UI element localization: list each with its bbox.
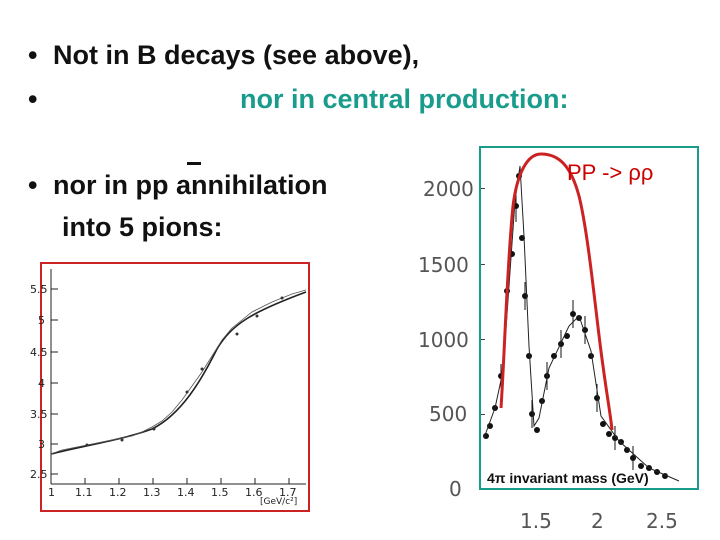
left-ytick-label: 2.5 <box>30 468 48 481</box>
left-xtick-label: 1.7 <box>279 486 297 499</box>
left-plot-frame: 5.5 5 4.5 4 3.5 3 2.5 1 1.1 1.2 1.3 1.4 … <box>30 262 310 512</box>
left-ytick-label: 3 <box>38 438 45 451</box>
right-ytick-label: 1000 <box>418 328 469 352</box>
right-y-tick <box>479 414 485 415</box>
left-data-curve <box>50 289 307 455</box>
right-y-tick <box>479 264 485 265</box>
bullet-3: • <box>28 170 38 200</box>
left-fit-curve <box>50 291 307 455</box>
bullet-line-2: • <box>28 84 37 115</box>
right-ytick-label: 500 <box>429 402 468 426</box>
right-y-tick <box>479 339 485 340</box>
bullet-2: • <box>28 84 38 114</box>
left-plot-svg <box>50 269 307 485</box>
bullet-line-1: • Not in B decays (see above), <box>28 40 419 71</box>
left-ytick-label: 4 <box>38 377 45 390</box>
right-xtick-label: 2.5 <box>646 509 678 533</box>
bullet-line-3: • nor in pp annihilation <box>28 170 327 201</box>
pbar-overline <box>187 162 201 165</box>
left-ytick-label: 5 <box>38 314 45 327</box>
left-xtick-label: 1.1 <box>75 486 93 499</box>
left-xtick-label: 1 <box>48 486 55 499</box>
red-envelope-curve <box>499 152 614 431</box>
left-xtick-label: 1.2 <box>109 486 127 499</box>
left-ytick-label: 4.5 <box>30 346 48 359</box>
left-xtick-label: 1.5 <box>211 486 229 499</box>
left-xtick-label: 1.6 <box>245 486 263 499</box>
left-ytick-label: 3.5 <box>30 408 48 421</box>
right-plot-frame <box>479 146 699 490</box>
right-ytick-label: 0 <box>449 477 462 501</box>
right-plot-svg <box>483 152 680 482</box>
left-xtick-label: 1.3 <box>143 486 161 499</box>
left-ytick-label: 5.5 <box>30 283 48 296</box>
right-ytick-label: 2000 <box>423 177 474 201</box>
bullet-1: • <box>28 40 38 70</box>
right-ytick-label: 1500 <box>418 253 469 277</box>
left-xtick-label: 1.4 <box>177 486 195 499</box>
left-data-points <box>85 296 284 447</box>
right-xtick-label: 2 <box>591 509 604 533</box>
right-x-label: 4π invariant mass (GeV) <box>487 470 649 486</box>
line-2-text: nor in central production: <box>240 84 569 114</box>
line-4-text: into 5 pions: <box>62 212 223 242</box>
right-y-tick <box>479 188 485 189</box>
right-plot-title: PP -> ρρ <box>567 160 654 185</box>
line-1-text: Not in B decays (see above), <box>52 40 420 70</box>
line-3-text: nor in pp annihilation <box>52 170 328 200</box>
left-x-unit: [GeV/c²] <box>260 497 298 507</box>
right-xtick-label: 1.5 <box>520 509 552 533</box>
